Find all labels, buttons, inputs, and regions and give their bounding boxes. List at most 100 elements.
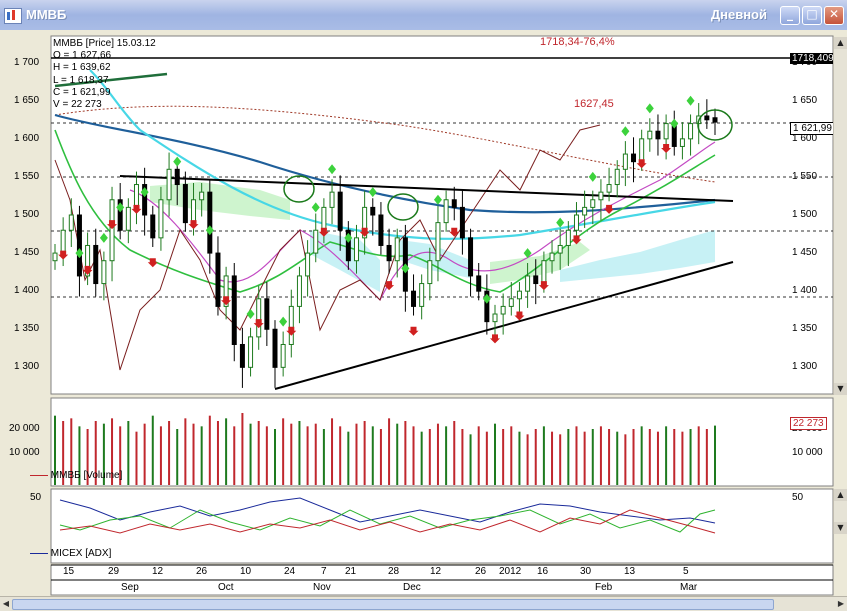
price-tick-right: 1 600 [792, 132, 818, 144]
month-label: Sep [121, 582, 139, 593]
date-tick-label: 12 [430, 566, 442, 577]
bull-signal-marker [116, 202, 125, 213]
scroll-left-icon[interactable]: ◀ [2, 599, 10, 608]
bull-signal-marker [482, 293, 491, 304]
volume-bar [608, 429, 611, 485]
volume-bar [673, 429, 676, 485]
bull-signal-marker [344, 232, 353, 243]
candle-body [557, 244, 563, 254]
candle-body [468, 237, 474, 277]
volume-bar [542, 426, 545, 485]
candle-body [117, 199, 123, 231]
candle-body [573, 214, 579, 231]
candle-body [231, 275, 237, 345]
volume-bar [241, 413, 244, 485]
level-annotation: 1627,45 [574, 98, 614, 110]
upper-channel-line [54, 72, 168, 88]
title-bar[interactable]: ММВБ Дневной _ □ ✕ [0, 0, 847, 31]
volume-bar [591, 429, 594, 485]
price-tick-left: 1 550 [14, 170, 40, 182]
bear-signal-marker [490, 334, 500, 344]
volume-bar [705, 429, 708, 485]
adx-legend-label: MICEX [ADX] [50, 548, 112, 559]
maximize-button[interactable]: □ [802, 6, 822, 25]
volume-bar [551, 431, 554, 485]
volume-bar [640, 426, 643, 485]
volume-bar [624, 434, 627, 485]
price-panel-scrollbar[interactable]: ▲ ▼ [833, 37, 847, 395]
legend-low: L = 1 618,37 [53, 74, 109, 86]
volume-bar [176, 429, 179, 485]
bear-signal-marker [286, 326, 297, 336]
volume-bar [143, 423, 146, 485]
volume-bar [94, 421, 97, 485]
adx-panel-scrollbar[interactable]: ▲ ▼ [833, 489, 847, 534]
candle-body [329, 191, 335, 208]
volume-bar [70, 418, 73, 485]
window-title: ММВБ [26, 7, 67, 22]
adx-scroll-up-icon[interactable]: ▲ [834, 489, 847, 501]
volume-bar [298, 421, 301, 485]
bear-signal-marker [408, 326, 419, 336]
volume-bar [599, 426, 602, 485]
last-price-marker: 1 621,99 [790, 122, 835, 135]
minimize-button[interactable]: _ [780, 6, 800, 25]
volume-bar [714, 425, 716, 485]
candle-body [533, 275, 539, 285]
adx-scroll-down-icon[interactable]: ▼ [834, 522, 847, 534]
candle-body [182, 184, 188, 224]
volume-bar [274, 429, 276, 485]
price-tick-right: 1 550 [792, 170, 818, 182]
scroll-up-icon[interactable]: ▲ [834, 37, 847, 49]
candle-body [565, 229, 571, 246]
bear-signal-marker [604, 204, 615, 214]
bull-signal-marker [645, 103, 654, 114]
date-tick-label: 15 [63, 566, 75, 577]
volume-bar [102, 423, 105, 485]
adx-tick-left: 50 [30, 492, 42, 503]
candle-body [166, 168, 172, 201]
volume-bar [78, 426, 81, 485]
candle-body [60, 229, 66, 254]
volume-bar [477, 426, 480, 485]
date-tick-label: 24 [284, 566, 296, 577]
volume-bar [119, 426, 122, 485]
date-tick-label: 26 [196, 566, 208, 577]
date-tick-label: 28 [388, 566, 400, 577]
close-button[interactable]: ✕ [824, 6, 844, 25]
volume-bar [420, 431, 423, 485]
candle-body [223, 275, 229, 307]
volume-bar [510, 426, 513, 485]
scroll-down-icon[interactable]: ▼ [834, 383, 847, 395]
scroll-thumb[interactable] [12, 599, 774, 610]
horizontal-scrollbar[interactable]: ◀ ▶ [0, 596, 847, 611]
axis-ticks [51, 564, 833, 581]
volume-bar [648, 429, 651, 485]
volume-bar [151, 415, 154, 485]
bear-signal-marker [571, 235, 582, 245]
volume-bar [363, 421, 366, 485]
volume-bar [265, 426, 268, 485]
price-tick-right: 1 500 [792, 209, 818, 220]
candle-body [133, 184, 139, 208]
candle-body [199, 191, 205, 201]
volume-legend: ММВБ [Volume] [30, 470, 122, 481]
bull-signal-marker [670, 118, 679, 129]
highlight-ellipses [283, 109, 733, 221]
volume-bar [469, 434, 472, 485]
volume-bar [347, 431, 350, 485]
volume-bar [689, 429, 692, 485]
date-tick-label: 30 [580, 566, 592, 577]
scroll-right-icon[interactable]: ▶ [837, 599, 845, 608]
bear-signal-marker [58, 250, 69, 260]
bear-signal-marker [359, 227, 370, 237]
candle-body [109, 199, 115, 262]
bull-signal-marker [368, 187, 377, 198]
last-volume-marker: 22 273 [790, 417, 827, 430]
candle-body [386, 244, 392, 262]
candle-body [459, 206, 465, 239]
volume-bar [494, 423, 496, 485]
candle-body [345, 229, 351, 262]
price-levels [51, 122, 833, 298]
volume-tick-left-2: 10 000 [9, 447, 40, 458]
